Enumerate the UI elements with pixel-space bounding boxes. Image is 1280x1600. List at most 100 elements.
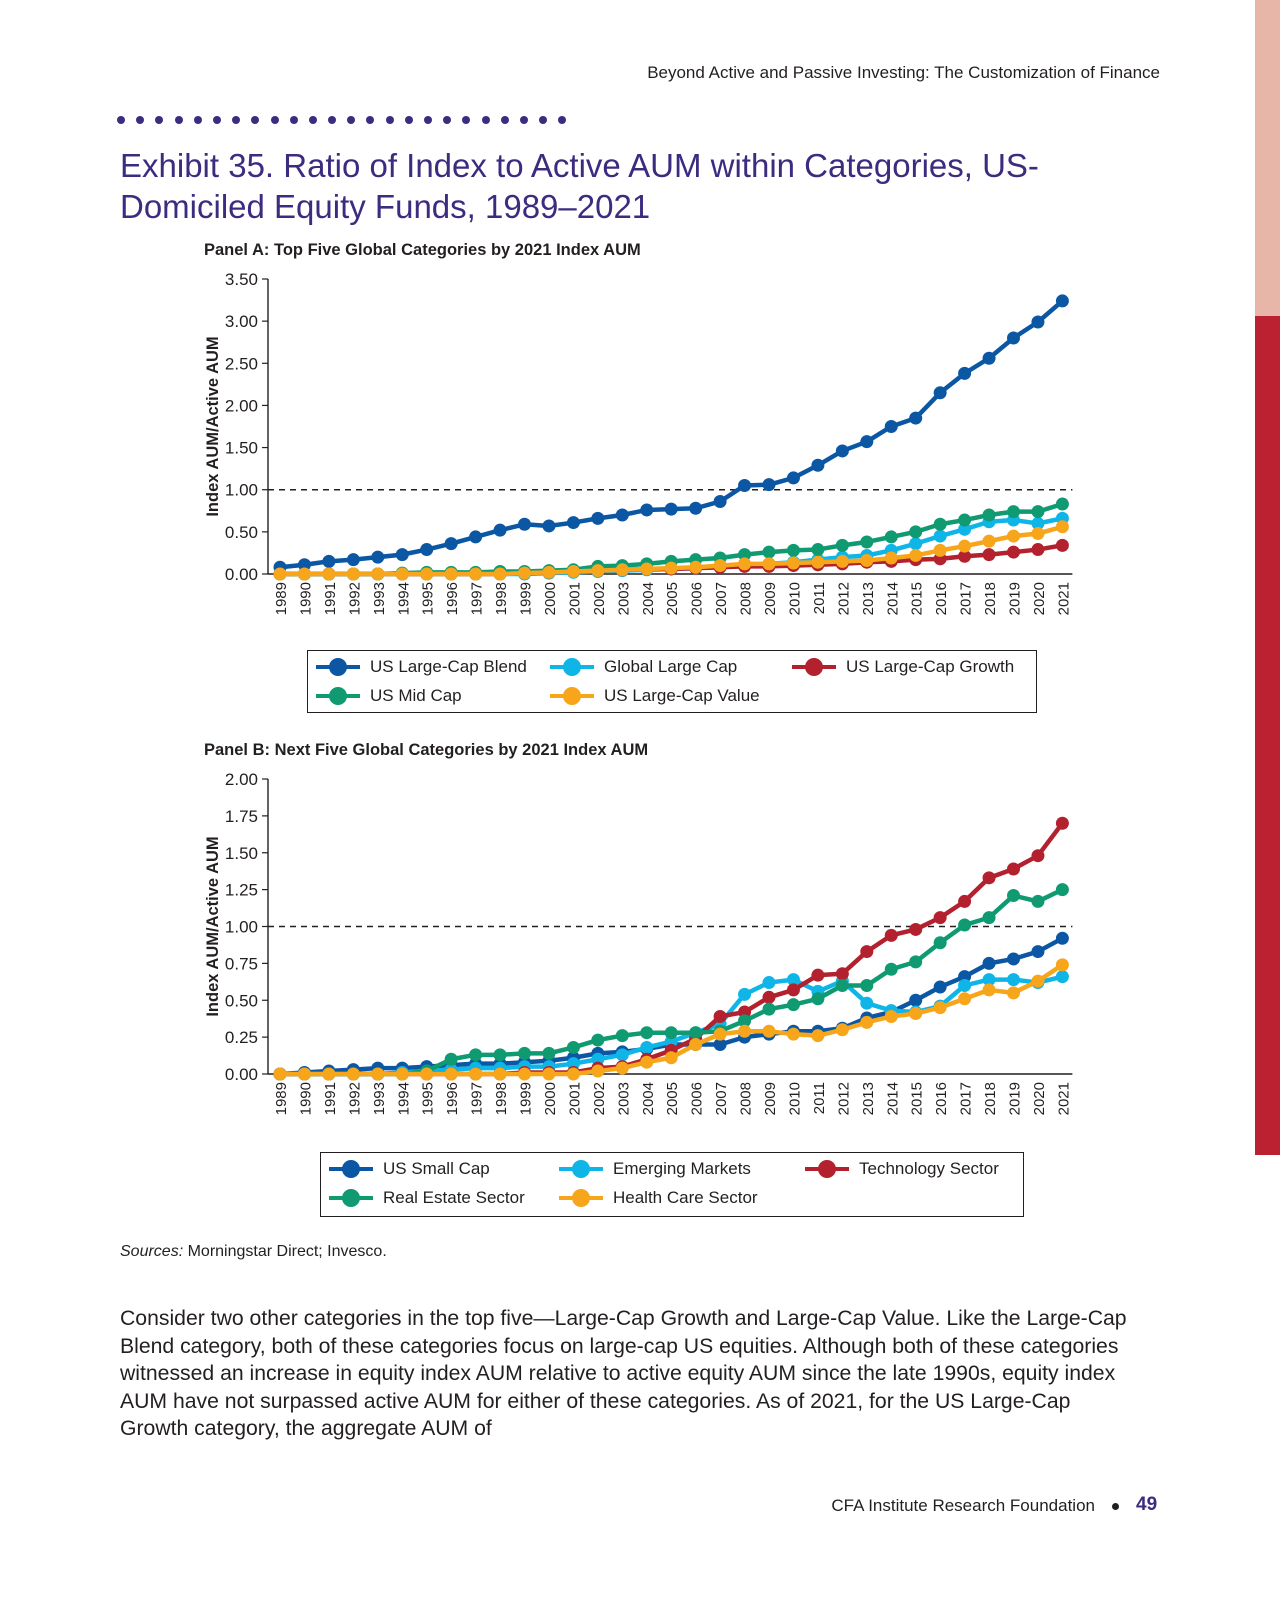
data-point — [1055, 520, 1069, 534]
data-point — [933, 936, 947, 950]
data-point — [1031, 543, 1045, 557]
body-paragraph: Consider two other categories in the top… — [120, 1307, 1127, 1441]
rule-dot — [500, 116, 509, 124]
x-tick-label: 1994 — [395, 582, 412, 615]
data-point — [591, 564, 605, 578]
y-tick-label: 0.00 — [225, 565, 258, 584]
data-point — [469, 1048, 483, 1062]
x-tick-label: 2009 — [762, 582, 779, 615]
data-point — [933, 1001, 947, 1015]
data-point — [689, 501, 703, 515]
data-point — [860, 535, 874, 549]
x-tick-label: 2001 — [566, 1082, 583, 1115]
data-point — [346, 1067, 360, 1081]
data-point — [909, 537, 923, 551]
data-point — [1007, 331, 1020, 345]
data-point — [762, 478, 776, 492]
x-tick-label: 1993 — [371, 582, 388, 615]
data-point — [909, 993, 923, 1007]
footer-bullet-icon — [1112, 1503, 1119, 1510]
sources-note: Sources: Morningstar Direct; Invesco. — [120, 1243, 387, 1261]
y-tick-label: 2.00 — [225, 396, 258, 415]
legend-item: Health Care Sector — [557, 1186, 758, 1210]
data-point — [493, 523, 507, 537]
data-point — [909, 955, 923, 969]
data-point — [615, 1029, 629, 1043]
data-point — [835, 444, 849, 458]
data-point — [297, 567, 311, 581]
data-point — [884, 928, 898, 942]
data-point — [933, 980, 947, 994]
data-point — [835, 538, 849, 552]
data-point — [1055, 883, 1069, 897]
data-point — [1007, 529, 1020, 543]
x-tick-label: 2005 — [664, 1082, 681, 1115]
x-tick-label: 1995 — [420, 1082, 437, 1115]
data-point — [566, 564, 580, 578]
x-tick-label: 1991 — [322, 1082, 339, 1115]
data-point — [1031, 505, 1045, 519]
data-point — [664, 1051, 678, 1065]
rule-dot — [251, 116, 260, 124]
y-tick-label: 1.50 — [225, 439, 258, 458]
x-tick-label: 2002 — [591, 582, 608, 615]
data-point — [982, 983, 996, 997]
data-point — [615, 508, 629, 522]
data-point — [958, 366, 972, 380]
data-point — [762, 545, 776, 559]
data-point — [1031, 516, 1045, 530]
series-us-large-cap-value — [273, 520, 1069, 581]
x-tick-label: 2008 — [738, 582, 755, 615]
data-point — [909, 525, 923, 539]
series-health-care-sector — [273, 958, 1069, 1081]
data-point — [493, 1067, 507, 1081]
x-tick-label: 2014 — [884, 1082, 901, 1115]
data-point — [689, 560, 703, 574]
data-point — [346, 567, 360, 581]
data-point — [1007, 889, 1020, 903]
data-point — [958, 918, 972, 932]
data-point — [1031, 974, 1045, 988]
data-point — [444, 537, 458, 551]
data-point — [1055, 958, 1069, 972]
x-tick-label: 2008 — [738, 1082, 755, 1115]
data-point — [860, 996, 874, 1010]
x-tick-label: 1989 — [273, 582, 290, 615]
x-tick-label: 2009 — [762, 1082, 779, 1115]
legend-item: Real Estate Sector — [327, 1186, 525, 1210]
data-point — [811, 543, 825, 557]
data-point — [469, 530, 483, 544]
x-tick-label: 2011 — [811, 1082, 828, 1114]
data-point — [738, 1014, 752, 1028]
data-point — [982, 956, 996, 970]
running-header: Beyond Active and Passive Investing: The… — [647, 63, 1160, 82]
y-axis-label: Index AUM/Active AUM — [204, 336, 222, 516]
data-point — [884, 962, 898, 976]
page-number: 49 — [1136, 1494, 1158, 1515]
data-point — [469, 567, 483, 581]
x-tick-label: 2021 — [1055, 1082, 1072, 1115]
data-point — [811, 968, 825, 982]
dotted-rule — [117, 116, 578, 124]
rule-dot — [308, 116, 317, 124]
y-tick-label: 3.00 — [225, 312, 258, 331]
data-point — [1055, 294, 1069, 308]
rule-dot — [462, 116, 471, 124]
y-tick-label: 0.50 — [225, 523, 258, 542]
data-point — [982, 508, 996, 522]
data-point — [933, 386, 947, 400]
data-point — [982, 548, 996, 562]
x-tick-label: 1997 — [469, 582, 486, 615]
data-point — [786, 998, 800, 1012]
data-point — [762, 1002, 776, 1016]
rule-dot — [481, 116, 490, 124]
x-tick-label: 2003 — [615, 1082, 632, 1115]
x-tick-label: 1995 — [420, 582, 437, 615]
data-point — [713, 1027, 727, 1041]
x-tick-label: 1989 — [273, 1082, 290, 1115]
data-point — [811, 555, 825, 569]
data-point — [1007, 862, 1020, 876]
panel-a-title: Panel A: Top Five Global Categories by 2… — [204, 241, 641, 259]
x-tick-label: 2013 — [860, 1082, 877, 1115]
data-point — [909, 1007, 923, 1021]
